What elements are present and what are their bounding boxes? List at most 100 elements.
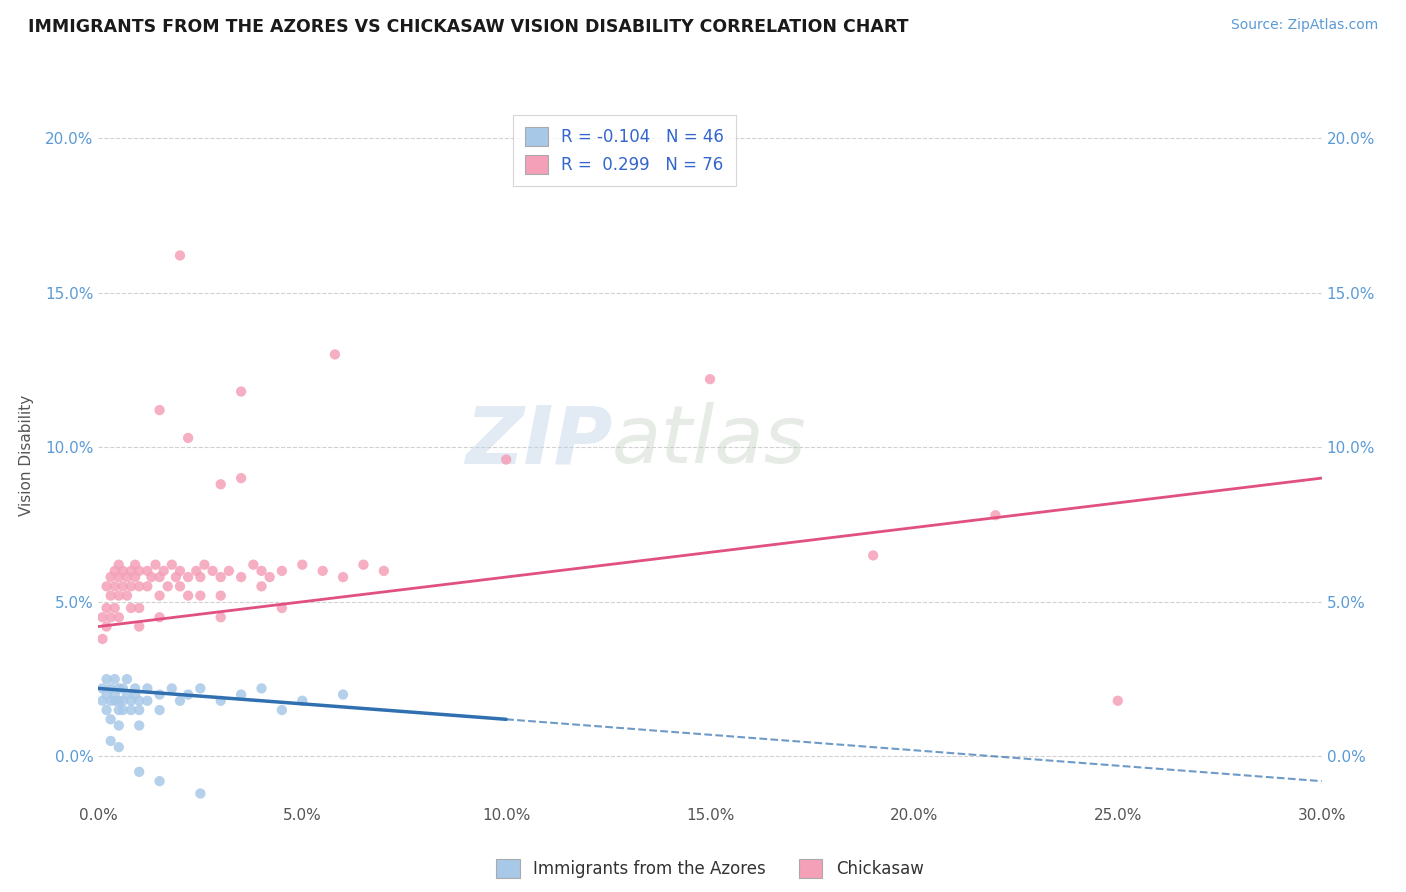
Point [242,558,264,572]
Point [699,372,721,386]
Point [152,564,174,578]
Point [108,558,131,572]
Point [96,688,118,702]
Point [91,610,114,624]
Point [332,570,354,584]
Point [201,564,224,578]
Point [120,694,142,708]
Point [373,564,395,578]
Point [96,579,118,593]
Point [209,694,232,708]
Point [136,564,159,578]
Point [177,589,200,603]
Point [136,694,159,708]
Point [115,589,138,603]
Point [104,694,127,708]
Text: atlas: atlas [612,402,807,480]
Point [165,570,187,584]
Point [231,688,253,702]
Point [128,703,150,717]
Point [149,589,172,603]
Point [111,681,134,696]
Point [108,740,131,755]
Point [231,384,253,399]
Point [177,570,200,584]
Point [124,570,146,584]
Point [177,431,200,445]
Point [120,601,142,615]
Point [270,601,294,615]
Point [124,558,146,572]
Point [108,681,131,696]
Point [115,570,138,584]
Point [108,718,131,732]
Point [259,570,281,584]
Point [136,681,159,696]
Point [128,601,150,615]
Point [124,688,146,702]
Point [209,610,232,624]
Point [169,694,191,708]
Point [136,579,159,593]
Point [115,672,138,686]
Point [169,248,191,262]
Point [104,579,127,593]
Point [186,564,208,578]
Point [862,549,884,563]
Point [250,579,273,593]
Y-axis label: Vision Disability: Vision Disability [20,394,34,516]
Point [104,564,127,578]
Point [160,558,183,572]
Point [209,570,232,584]
Point [128,564,150,578]
Point [352,558,374,572]
Point [128,619,150,633]
Point [188,681,212,696]
Point [108,703,131,717]
Point [209,477,232,491]
Point [124,681,146,696]
Point [128,694,150,708]
Point [115,688,138,702]
Point [188,787,212,801]
Point [111,579,134,593]
Point [270,703,294,717]
Point [149,703,172,717]
Point [145,558,167,572]
Point [100,712,122,726]
Point [291,694,314,708]
Point [100,610,122,624]
Point [108,589,131,603]
Point [108,694,131,708]
Point [96,672,118,686]
Point [323,347,346,361]
Text: Source: ZipAtlas.com: Source: ZipAtlas.com [1230,18,1378,32]
Point [1107,694,1129,708]
Point [96,601,118,615]
Point [188,570,212,584]
Point [250,564,273,578]
Point [149,688,172,702]
Point [100,570,122,584]
Point [120,703,142,717]
Point [100,681,122,696]
Point [231,570,253,584]
Point [111,703,134,717]
Point [128,579,150,593]
Point [100,589,122,603]
Point [495,452,517,467]
Point [209,589,232,603]
Point [141,570,163,584]
Point [108,570,131,584]
Point [91,632,114,646]
Point [160,681,183,696]
Point [128,718,150,732]
Point [91,681,114,696]
Point [120,579,142,593]
Point [169,579,191,593]
Point [96,619,118,633]
Point [111,564,134,578]
Point [100,734,122,748]
Point [100,694,122,708]
Point [984,508,1007,523]
